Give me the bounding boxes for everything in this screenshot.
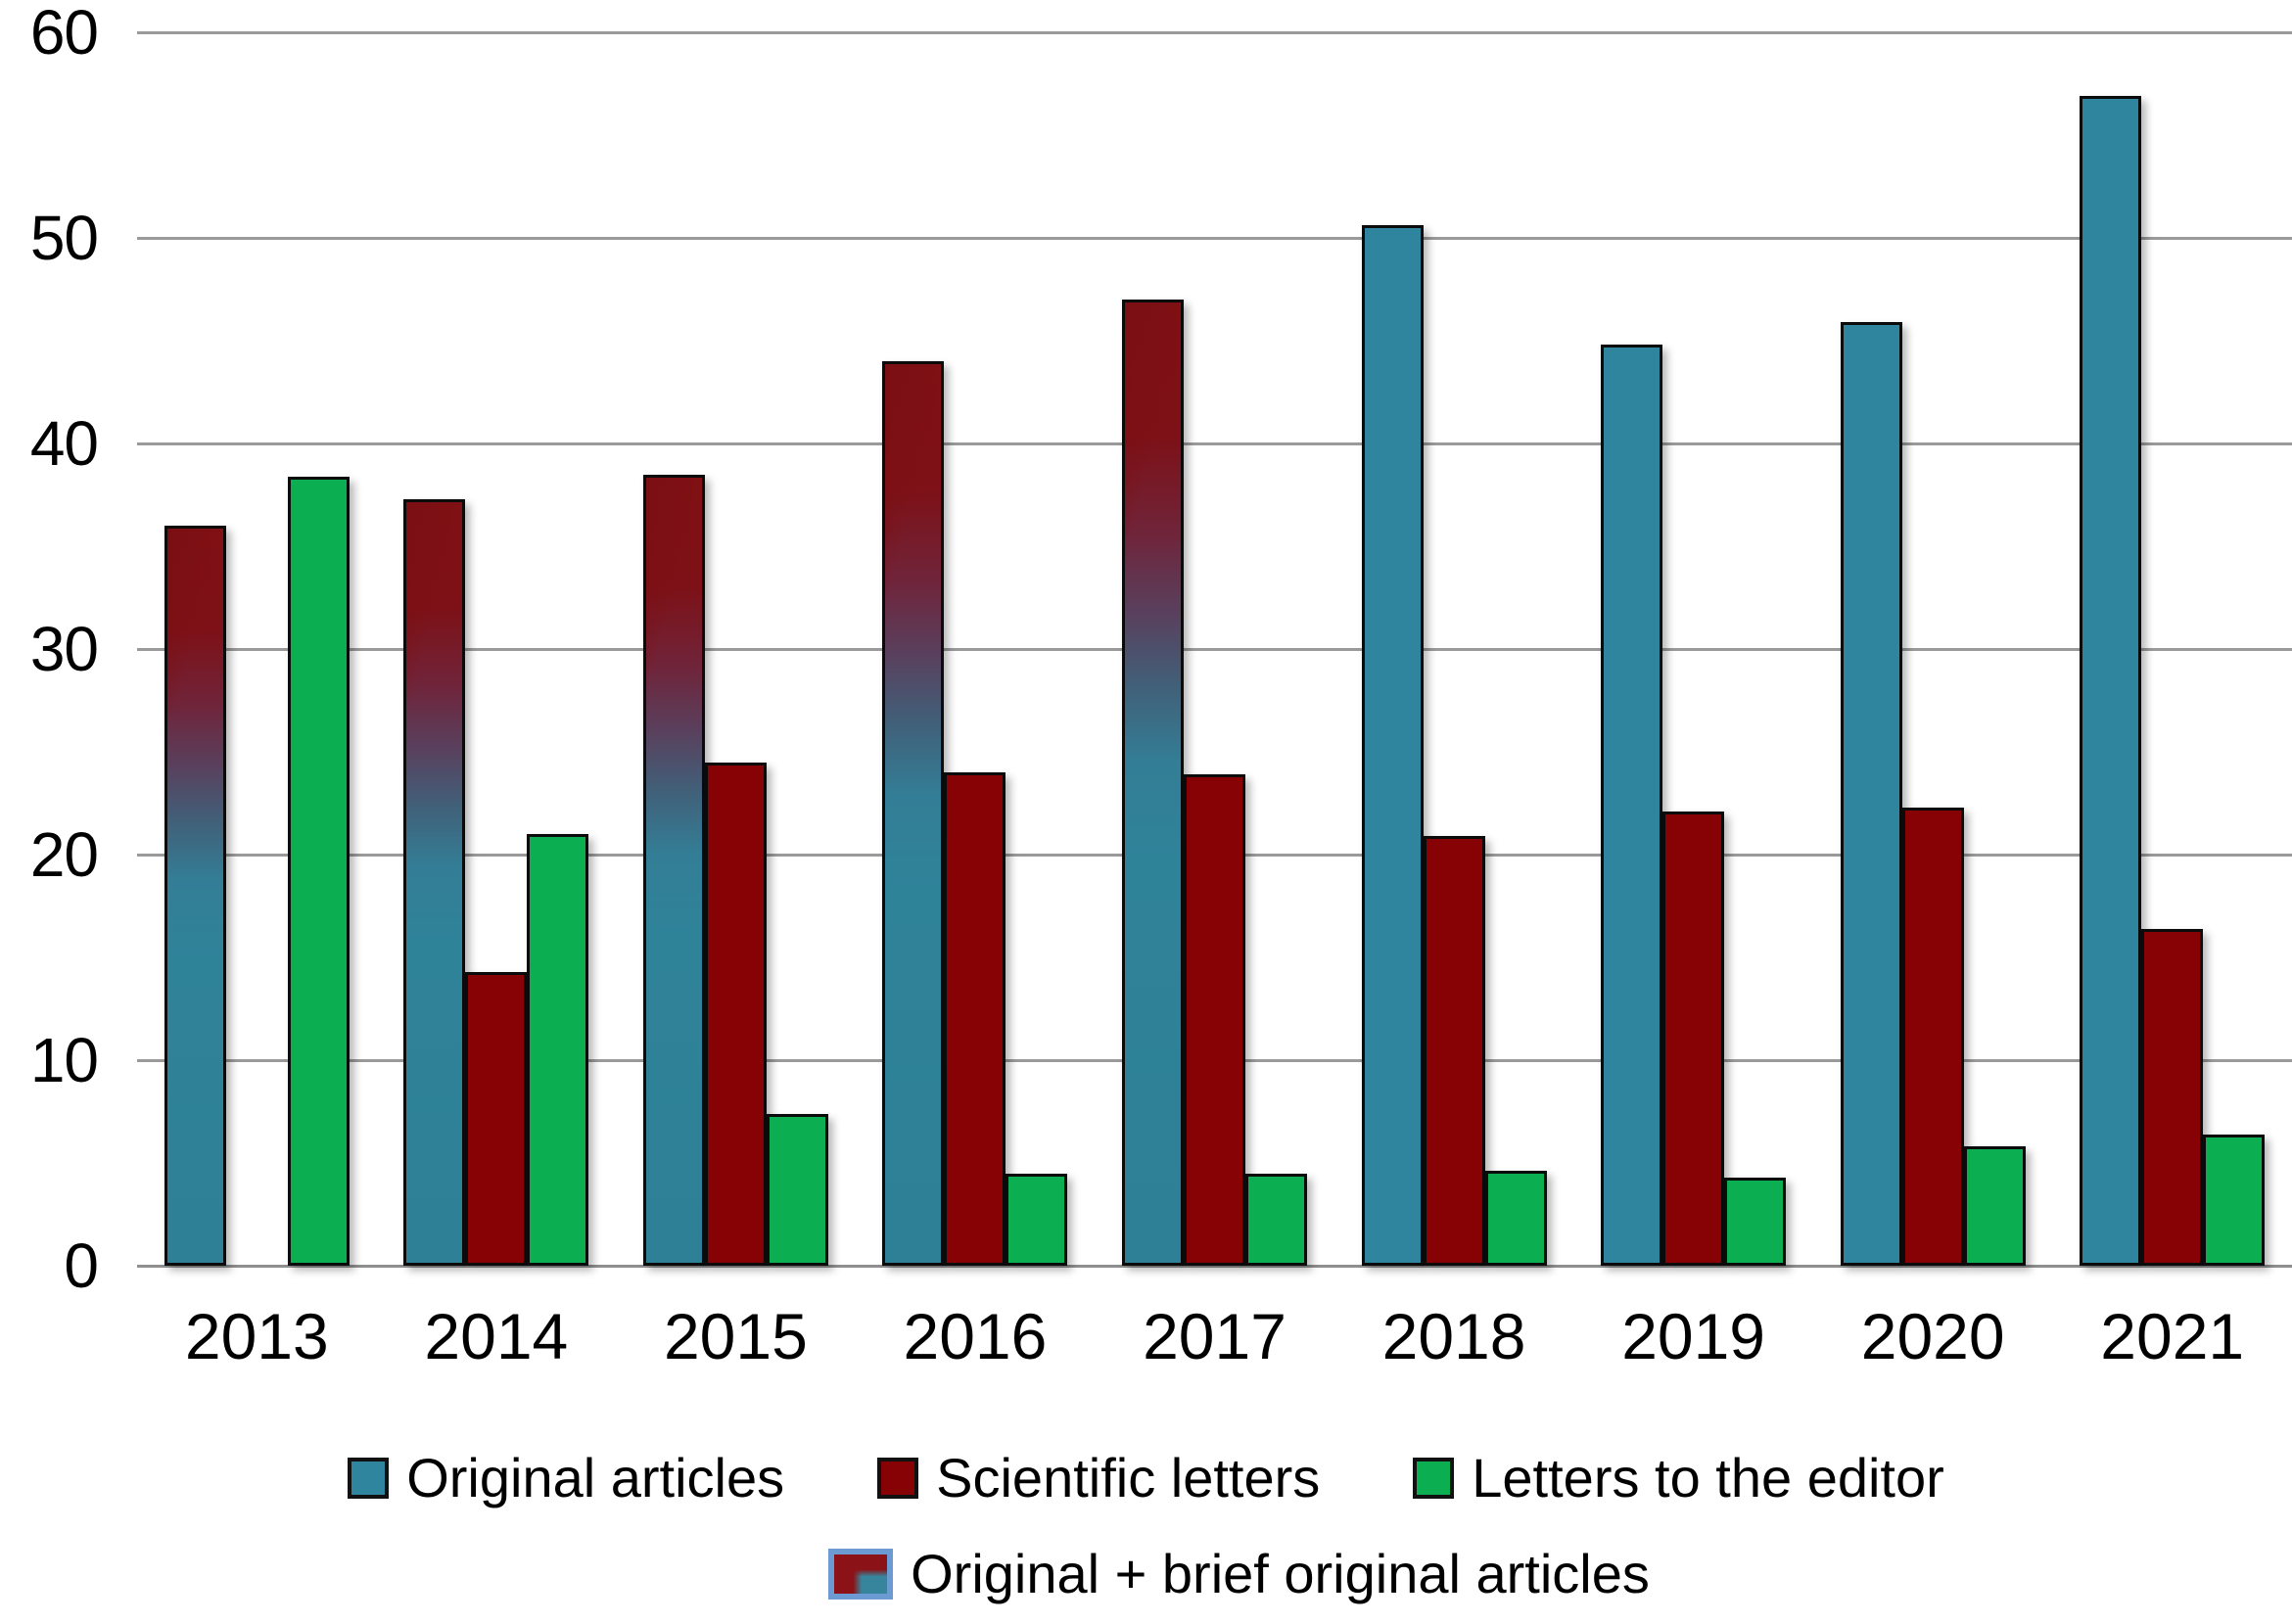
bar-letters-to-the-editor-2018 [1484,1171,1547,1266]
bar-original-articles-2021 [2080,96,2142,1266]
bar-group-2015 [616,32,856,1266]
x-axis-label-2016: 2016 [903,1300,1048,1372]
legend-swatch-original-articles [348,1458,390,1499]
bar-letters-to-the-editor-2020 [1963,1146,2026,1266]
gridline-y-60 [137,31,2292,34]
bar-original-articles-2019 [1601,345,1663,1266]
x-axis-label-2014: 2014 [424,1300,569,1372]
y-tick-label-30: 30 [29,614,99,684]
legend-label-original-articles: Original articles [406,1447,785,1508]
bar-scientific-letters-2021 [2141,928,2204,1266]
bar-group-2017 [1095,32,1334,1266]
legend-swatch-scientific-letters [877,1458,919,1499]
bar-original-brief-original-articles-2017 [1121,300,1184,1266]
bar-scientific-letters-2014 [465,971,528,1266]
bar-original-brief-original-articles-2014 [403,498,466,1266]
y-tick-label-60: 60 [29,0,99,68]
y-tick-label-50: 50 [29,203,99,273]
legend-label-scientific-letters: Scientific letters [936,1447,1321,1508]
bar-scientific-letters-2019 [1662,811,1725,1266]
legend-row-2: Original + brief original articles [0,1545,2292,1603]
bar-letters-to-the-editor-2017 [1244,1173,1307,1266]
bar-scientific-letters-2020 [1901,807,1964,1266]
bar-slot-empty-2013 [226,1265,288,1266]
y-tick-label-10: 10 [29,1025,99,1095]
x-axis-label-2018: 2018 [1381,1300,1526,1372]
x-axis-line [137,1265,2292,1268]
bar-group-2013 [137,32,377,1266]
legend-row-1: Original articles Scientific letters Let… [0,1449,2292,1508]
bar-scientific-letters-2015 [704,762,767,1266]
legend-item-original-articles: Original articles [348,1449,784,1508]
y-tick-label-0: 0 [64,1230,99,1301]
bar-letters-to-the-editor-2013 [287,476,350,1266]
x-axis-label-2013: 2013 [184,1300,329,1372]
gridline-y-40 [137,442,2292,445]
bar-group-2016 [856,32,1096,1266]
legend-label-letters-to-editor: Letters to the editor [1472,1447,1944,1508]
bar-group-2020 [1813,32,2053,1266]
x-axis-label-2021: 2021 [2100,1300,2245,1372]
bar-group-2021 [2052,32,2292,1266]
bar-original-articles-2018 [1361,225,1424,1266]
gridline-y-30 [137,648,2292,651]
bar-original-articles-2020 [1840,322,1902,1266]
bar-scientific-letters-2018 [1423,836,1485,1266]
x-axis-label-2020: 2020 [1860,1300,2005,1372]
bar-original-brief-original-articles-2016 [882,361,945,1266]
legend-item-scientific-letters: Scientific letters [877,1449,1320,1508]
bar-original-brief-original-articles-2013 [164,526,226,1266]
gridline-y-50 [137,237,2292,240]
bar-scientific-letters-2016 [944,772,1006,1266]
bar-scientific-letters-2017 [1183,774,1245,1266]
legend-swatch-original-brief [828,1549,894,1600]
bar-group-2019 [1573,32,1813,1266]
bar-letters-to-the-editor-2014 [527,834,589,1266]
y-tick-label-40: 40 [29,408,99,479]
legend-label-original-brief: Original + brief original articles [911,1543,1650,1604]
x-axis-label-2015: 2015 [663,1300,808,1372]
bar-letters-to-the-editor-2016 [1006,1173,1068,1266]
bar-letters-to-the-editor-2019 [1724,1177,1787,1266]
legend-item-letters-to-editor: Letters to the editor [1413,1449,1944,1508]
bar-group-2018 [1334,32,1574,1266]
bar-group-2014 [377,32,617,1266]
legend-swatch-letters-to-editor [1413,1458,1455,1499]
y-tick-label-20: 20 [29,819,99,890]
x-axis-label-2017: 2017 [1143,1300,1286,1372]
x-axis-label-2019: 2019 [1621,1300,1766,1372]
bar-original-brief-original-articles-2015 [642,474,705,1266]
bar-letters-to-the-editor-2021 [2203,1134,2266,1266]
bar-letters-to-the-editor-2015 [766,1113,828,1266]
legend-item-original-brief: Original + brief original articles [828,1545,1650,1603]
